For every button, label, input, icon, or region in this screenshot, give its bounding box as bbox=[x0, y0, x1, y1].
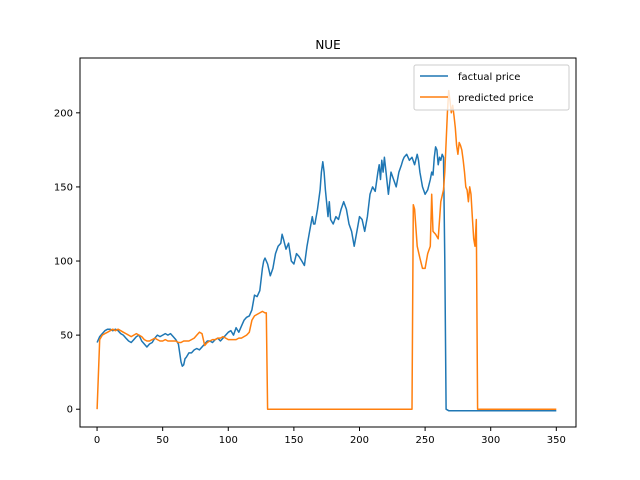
x-tick-label: 50 bbox=[156, 435, 169, 446]
series-line-predicted-price bbox=[96, 89, 557, 410]
x-tick-label: 300 bbox=[481, 435, 500, 446]
y-axis: 0 50 100 150 200 bbox=[54, 108, 80, 416]
chart-title: NUE bbox=[315, 38, 340, 52]
y-tick-label: 150 bbox=[54, 182, 73, 193]
legend: factual price predicted price bbox=[413, 64, 570, 111]
x-tick-label: 350 bbox=[547, 435, 566, 446]
legend-label-factual-price: factual price bbox=[458, 72, 520, 83]
x-tick-label: 150 bbox=[284, 435, 303, 446]
series-line-factual-price bbox=[96, 146, 557, 412]
x-axis: 0 50 100 150 200 250 300 350 bbox=[94, 427, 566, 446]
x-tick-label: 250 bbox=[416, 435, 435, 446]
legend-label-predicted-price: predicted price bbox=[458, 93, 534, 104]
y-tick-label: 100 bbox=[54, 257, 73, 268]
plot-frame bbox=[79, 57, 577, 428]
y-tick-label: 50 bbox=[60, 331, 73, 342]
y-tick-label: 0 bbox=[67, 405, 73, 416]
legend-box bbox=[413, 64, 570, 111]
y-tick-label: 200 bbox=[54, 108, 73, 119]
x-tick-label: 100 bbox=[219, 435, 238, 446]
x-tick-label: 0 bbox=[94, 435, 100, 446]
x-tick-label: 200 bbox=[350, 435, 369, 446]
series-layer bbox=[96, 89, 557, 412]
